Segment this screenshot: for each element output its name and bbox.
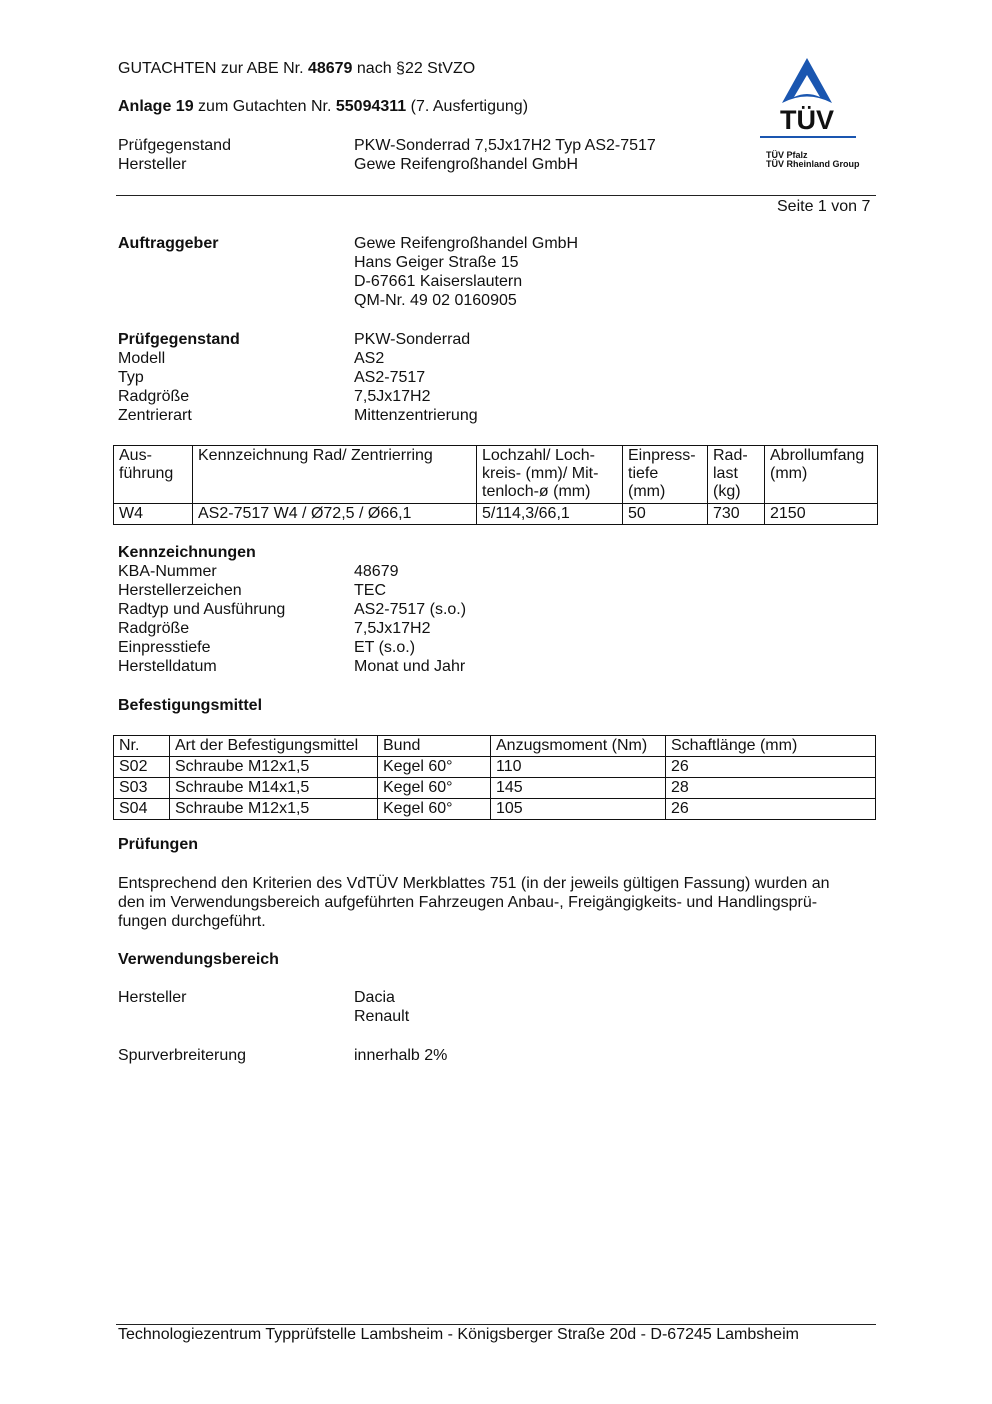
- header-cell: Kennzeichnung Rad/ Zentrierring: [192, 445, 477, 504]
- wheel-table: Aus- führung Kennzeichnung Rad/ Zentrier…: [113, 445, 878, 525]
- cell: 145: [490, 777, 666, 799]
- cell: Schraube M12x1,5: [169, 756, 378, 778]
- verwendung-hersteller-label: Hersteller: [118, 989, 187, 1006]
- header-cell: Anzugsmoment (Nm): [490, 735, 666, 757]
- auftraggeber-address: Gewe Reifengroßhandel GmbH Hans Geiger St…: [354, 235, 579, 309]
- spurverbreiterung-value: innerhalb 2%: [354, 1047, 448, 1064]
- header-cell: Bund: [377, 735, 491, 757]
- cell: Schraube M14x1,5: [169, 777, 378, 799]
- cell: Schraube M12x1,5: [169, 798, 378, 820]
- table-row: S03 Schraube M14x1,5 Kegel 60° 145 28: [113, 777, 876, 799]
- cell: Kegel 60°: [377, 756, 491, 778]
- cell: Kegel 60°: [377, 777, 491, 799]
- cell: 105: [490, 798, 666, 820]
- page-number: Seite 1 von 7: [777, 198, 871, 215]
- cell: S02: [113, 756, 170, 778]
- kennzeichnungen-values: 48679 TEC AS2-7517 (s.o.) 7,5Jx17H2 ET (s.o.…: [354, 563, 467, 675]
- pruefgegenstand-values: PKW-Sonderrad AS2 AS2-7517 7,5Jx17H2 Mittenz…: [354, 331, 478, 424]
- cell: 730: [707, 503, 765, 525]
- cell: Kegel 60°: [377, 798, 491, 820]
- header-rule: [116, 195, 876, 196]
- cell: S03: [113, 777, 170, 799]
- fastener-table: Nr. Art der Befestigungsmittel Bund Anzu…: [113, 735, 876, 820]
- table-row: W4 AS2-7517 W4 / Ø72,5 / Ø66,1 5/114,3/6…: [113, 503, 878, 525]
- table-header-row: Nr. Art der Befestigungsmittel Bund Anzu…: [113, 735, 876, 757]
- header-cell: Lochzahl/ Loch- kreis- (mm)/ Mit- tenloc…: [476, 445, 623, 504]
- footer-rule: [116, 1324, 876, 1325]
- cell: 50: [622, 503, 708, 525]
- table-header-row: Aus- führung Kennzeichnung Rad/ Zentrier…: [113, 445, 878, 504]
- cell: 2150: [764, 503, 878, 525]
- pruefgegenstand-labels: Prüfgegenstand Modell Typ Radgröße Zentrier…: [118, 331, 240, 424]
- tuv-triangle-icon: TÜV: [760, 58, 856, 138]
- header-cell: Schaftlänge (mm): [665, 735, 876, 757]
- cell: 110: [490, 756, 666, 778]
- cell: 28: [665, 777, 876, 799]
- svg-text:TÜV: TÜV: [780, 105, 834, 135]
- cell: 26: [665, 798, 876, 820]
- header-cell: Aus- führung: [113, 445, 193, 504]
- cell: W4: [113, 503, 193, 525]
- table-row: S02 Schraube M12x1,5 Kegel 60° 110 26: [113, 756, 876, 778]
- header-cell: Einpress- tiefe (mm): [622, 445, 708, 504]
- table-row: S04 Schraube M12x1,5 Kegel 60° 105 26: [113, 798, 876, 820]
- header-values: PKW-Sonderrad 7,5Jx17H2 Typ AS2-7517 Gewe…: [354, 137, 656, 173]
- auftraggeber-label: Auftraggeber: [118, 235, 219, 252]
- befestigung-title: Befestigungsmittel: [118, 697, 263, 714]
- verwendung-hersteller-list: Dacia Renault: [354, 989, 410, 1025]
- verwendung-title: Verwendungsbereich: [118, 951, 279, 968]
- header-cell: Nr.: [113, 735, 170, 757]
- header-cell: Abrollumfang (mm): [764, 445, 878, 504]
- annex-title: Anlage 19 zum Gutachten Nr. 55094311 (7.…: [118, 98, 529, 115]
- header-labels: Prüfgegenstand Hersteller: [118, 137, 231, 173]
- header-cell: Rad- last (kg): [707, 445, 765, 504]
- cell: S04: [113, 798, 170, 820]
- pruefungen-text: Entsprechend den Kriterien des VdTÜV Mer…: [118, 875, 830, 930]
- report-title: GUTACHTEN zur ABE Nr. 48679 nach §22 StV…: [118, 60, 476, 77]
- footer-address: Technologiezentrum Typprüfstelle Lambshe…: [118, 1326, 799, 1343]
- spurverbreiterung-label: Spurverbreiterung: [118, 1047, 247, 1064]
- cell: 26: [665, 756, 876, 778]
- header-cell: Art der Befestigungsmittel: [169, 735, 378, 757]
- pruefungen-title: Prüfungen: [118, 836, 198, 853]
- cell: 5/114,3/66,1: [476, 503, 623, 525]
- kennzeichnungen-labels: Kennzeichnungen KBA-Nummer Herstellerzeic…: [118, 544, 286, 675]
- cell: AS2-7517 W4 / Ø72,5 / Ø66,1: [192, 503, 477, 525]
